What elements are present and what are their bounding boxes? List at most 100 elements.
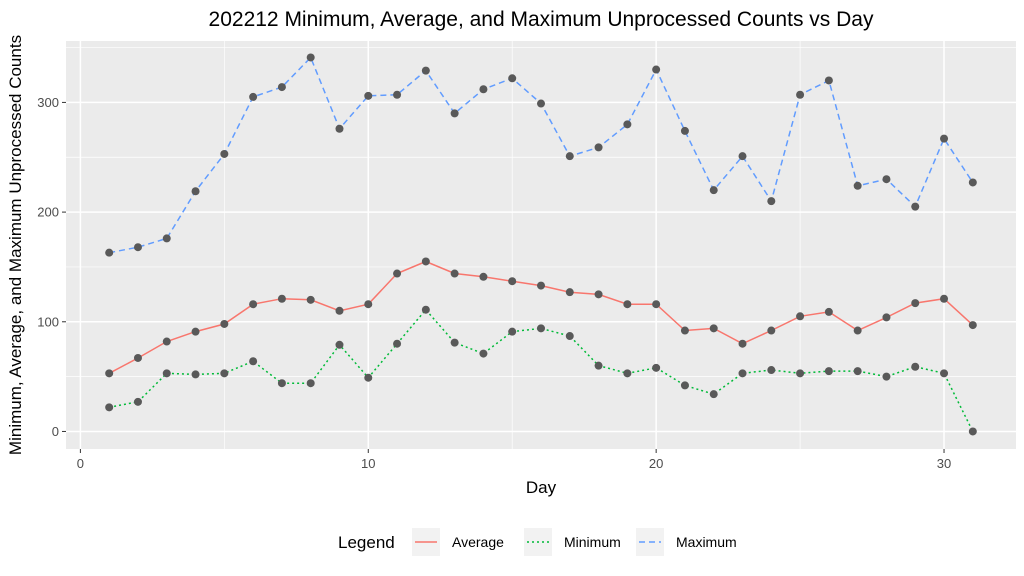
y-tick-label: 200 [37,205,59,220]
data-point-maximum [393,90,402,99]
data-point-minimum [680,381,689,390]
data-point-average [680,326,689,335]
data-point-minimum [162,369,171,378]
data-point-maximum [940,134,949,143]
data-point-maximum [738,152,747,161]
data-point-average [162,337,171,346]
data-point-minimum [565,332,574,341]
data-point-minimum [277,379,286,388]
data-points [105,53,977,436]
data-point-minimum [364,373,373,382]
data-point-average [306,295,315,304]
data-point-minimum [652,363,661,372]
data-point-maximum [335,124,344,133]
data-point-minimum [133,397,142,406]
data-point-maximum [306,53,315,62]
data-point-maximum [968,178,977,187]
data-point-average [882,313,891,322]
data-point-maximum [594,143,603,152]
data-point-average [796,312,805,321]
chart-title: 202212 Minimum, Average, and Maximum Unp… [209,8,874,31]
data-point-maximum [824,76,833,85]
data-point-average [393,269,402,278]
data-point-average [537,281,545,290]
data-point-average [709,324,718,333]
data-point-maximum [623,120,632,129]
data-point-maximum [450,109,459,118]
data-point-maximum [364,91,373,100]
data-point-minimum [940,369,949,378]
data-point-minimum [220,369,229,378]
data-point-minimum [508,327,517,336]
data-point-minimum [968,427,977,436]
data-point-minimum [105,403,114,412]
data-point-maximum [162,234,171,243]
data-point-average [911,299,920,308]
data-point-minimum [882,372,891,381]
data-point-maximum [220,149,229,158]
legend-items: Average Minimum Maximum [412,528,737,556]
data-point-average [508,277,517,286]
data-point-average [479,272,488,281]
data-point-maximum [652,65,661,74]
x-tick-label: 10 [361,456,375,471]
data-point-average [450,269,459,278]
data-point-average [335,306,344,315]
data-point-minimum [796,369,805,378]
data-point-minimum [709,390,718,399]
y-tick-label: 300 [37,95,59,110]
data-point-minimum [306,379,315,388]
x-axis-ticks: 0 10 20 30 [77,449,951,471]
data-point-average [940,294,949,303]
data-point-minimum [393,339,402,348]
data-point-maximum [479,85,488,94]
data-point-minimum [249,357,258,366]
legend-label-minimum: Minimum [564,534,621,550]
data-point-minimum [738,369,747,378]
data-point-minimum [824,367,833,376]
data-point-average [364,300,373,309]
legend: Legend Average Minimum Maximum [338,528,737,556]
data-point-average [968,321,977,330]
data-point-maximum [565,152,574,161]
y-axis-title: Minimum, Average, and Maximum Unprocesse… [6,35,25,455]
data-point-maximum [133,243,142,252]
data-point-minimum [191,370,200,379]
data-point-maximum [680,126,689,135]
data-point-minimum [853,367,862,376]
x-tick-label: 30 [937,456,951,471]
data-point-minimum [479,349,488,358]
y-tick-label: 100 [37,314,59,329]
data-point-average [249,300,258,309]
data-point-average [767,326,776,335]
x-tick-label: 20 [649,456,663,471]
data-point-maximum [249,92,258,101]
data-point-minimum [450,338,459,347]
legend-title: Legend [338,533,395,552]
data-point-average [623,300,632,309]
x-tick-label: 0 [77,456,84,471]
data-point-maximum [537,99,545,108]
data-point-minimum [421,305,430,314]
data-point-average [824,307,833,316]
data-point-maximum [105,248,114,257]
data-point-average [652,300,661,309]
data-point-minimum [335,340,344,349]
data-point-maximum [882,175,891,184]
data-point-maximum [911,202,920,211]
data-point-maximum [191,187,200,196]
y-tick-label: 0 [52,424,59,439]
y-axis-ticks: 0 100 200 300 [37,95,66,439]
data-point-maximum [277,83,286,92]
data-point-maximum [767,197,776,206]
data-point-minimum [537,324,545,333]
data-point-average [191,327,200,336]
data-point-average [594,290,603,299]
data-point-average [853,326,862,335]
legend-label-average: Average [452,534,504,550]
data-point-average [738,339,747,348]
data-point-average [277,294,286,303]
data-point-maximum [508,74,517,83]
